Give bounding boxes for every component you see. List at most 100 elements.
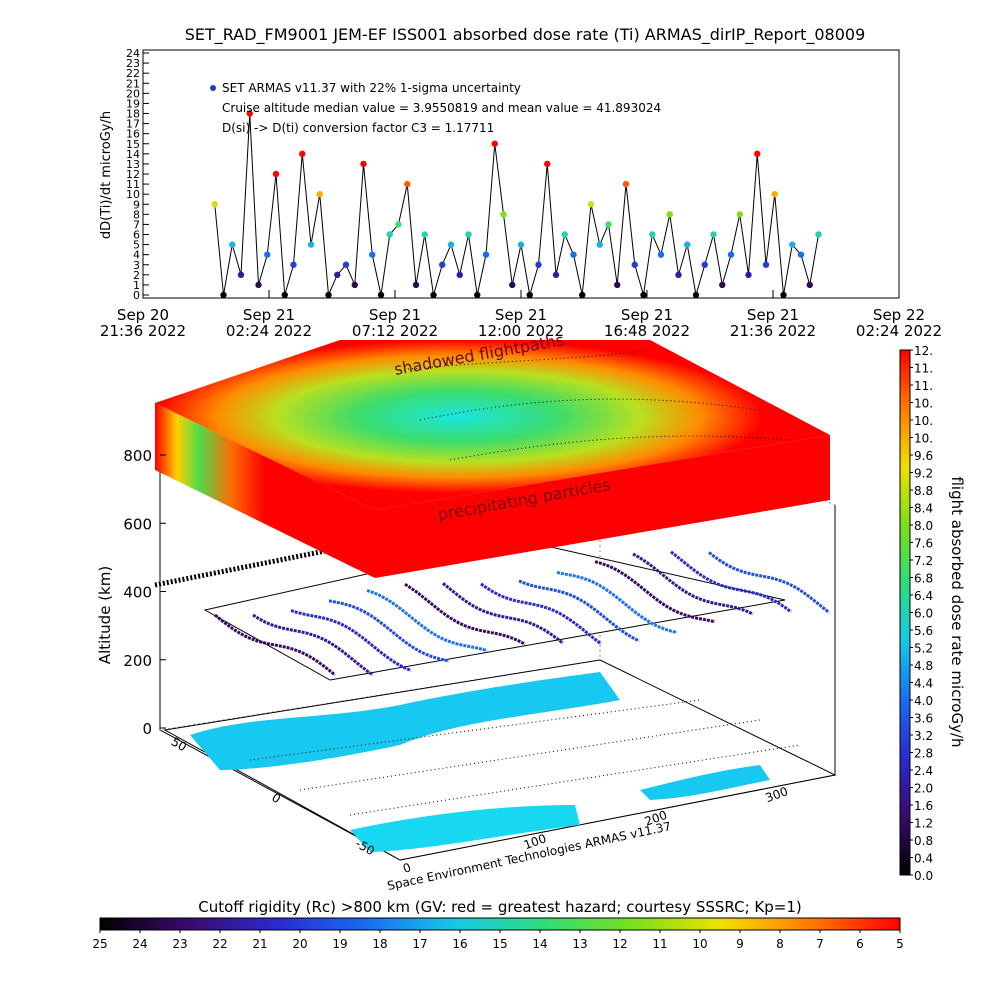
flightpath <box>404 582 526 646</box>
z-tick-label: 200 <box>123 652 152 670</box>
y-tick-label: 15 <box>126 138 140 151</box>
data-point <box>500 211 507 218</box>
colorbar-tick-label: 7 <box>816 937 824 951</box>
data-point <box>299 150 306 158</box>
colorbar-tick-label: 1.2 <box>914 817 933 831</box>
x-tick-label: 21:36 2022 <box>730 322 816 340</box>
y-tick-label: 0 <box>269 790 283 806</box>
y-tick-label: 1 <box>133 279 140 292</box>
data-point <box>745 271 752 279</box>
data-point <box>474 291 481 299</box>
colorbar-tick-label: 19 <box>332 937 347 951</box>
colorbar-tick-label: 6.4 <box>914 589 933 603</box>
x-tick-label: 12:00 2022 <box>478 322 564 340</box>
flightpath <box>328 599 450 663</box>
data-point <box>395 221 402 228</box>
y-tick-label: 7 <box>133 218 140 231</box>
data-point <box>229 241 236 248</box>
colorbar <box>899 349 911 876</box>
data-point <box>701 261 708 268</box>
data-point <box>255 281 262 289</box>
flightpath <box>252 613 374 677</box>
x-tick-label: 21:36 2022 <box>100 322 186 340</box>
y-tick-label: 2 <box>133 269 140 282</box>
colorbar-tick-label: 9 <box>736 937 744 951</box>
data-point <box>675 271 682 279</box>
x-tick-label: Sep 21 <box>495 306 547 324</box>
x-tick-label: Sep 21 <box>369 306 421 324</box>
x-tick-label: 07:12 2022 <box>352 322 438 340</box>
colorbar-tick-label: 24 <box>132 937 147 951</box>
colorbar-tick-label: 15 <box>492 937 507 951</box>
x-tick-label: Sep 20 <box>117 306 169 324</box>
z-tick-label: 800 <box>123 447 152 465</box>
data-point <box>797 251 805 258</box>
y-tick-label: 19 <box>126 97 140 110</box>
chart-title: SET_RAD_FM9001 JEM-EF ISS001 absorbed do… <box>185 25 866 45</box>
colorbar-tick-label: 8.8 <box>914 484 933 498</box>
y-tick-label: 18 <box>126 108 140 121</box>
data-point <box>421 231 428 238</box>
data-point <box>246 110 253 117</box>
colorbar-tick-label: 14 <box>532 937 547 951</box>
colorbar-tick-label: 4.8 <box>914 659 933 673</box>
data-point <box>386 231 393 238</box>
flightpath-shadow <box>154 547 331 588</box>
colorbar-tick-label: 2.4 <box>914 764 933 778</box>
data-point <box>211 201 218 208</box>
y-tick-label: 9 <box>133 198 140 211</box>
colorbar-tick-label: 4.0 <box>914 694 933 708</box>
colorbar-tick-label: 4.4 <box>914 677 933 691</box>
flightpaths <box>214 550 830 677</box>
data-point <box>614 281 621 289</box>
data-point <box>377 291 385 299</box>
y-tick-label: 0 <box>133 289 140 302</box>
colorbar-tick-label: 5 <box>896 937 904 951</box>
colorbar-tick-label: 12. <box>914 344 933 358</box>
x-tick-label: 16:48 2022 <box>604 322 690 340</box>
data-point <box>622 180 630 188</box>
colorbar-tick-label: 1.6 <box>914 799 933 813</box>
colorbar-label: Cutoff rigidity (Rc) >800 km (GV: red = … <box>198 898 801 916</box>
data-point <box>334 271 341 279</box>
slab-left-face <box>155 403 375 578</box>
z-axis-label: Altitude (km) <box>96 566 114 664</box>
colorbar-tick-label: 17 <box>412 937 427 951</box>
data-point <box>649 231 656 238</box>
data-point <box>342 261 350 268</box>
y-tick-label: 4 <box>133 249 140 262</box>
colorbar-tick-label: 3.2 <box>914 729 933 743</box>
data-point <box>290 261 297 268</box>
data-point <box>719 281 726 289</box>
flightpath <box>480 582 602 646</box>
data-line <box>214 113 819 296</box>
flightpath <box>670 550 792 614</box>
y-tick-label: 50 <box>169 734 189 754</box>
flightpath <box>556 571 678 634</box>
colorbar-tick-label: 8 <box>776 937 784 951</box>
data-point <box>482 251 490 258</box>
annotation: SET ARMAS v11.37 with 22% 1-sigma uncert… <box>222 81 521 95</box>
data-point <box>526 291 533 299</box>
z-tick-label: 600 <box>123 515 152 533</box>
plot-3d: shadowed flightpaths precipitating parti… <box>96 330 837 893</box>
data-point <box>220 291 227 299</box>
colorbar-tick-label: 20 <box>292 937 307 951</box>
data-point <box>579 291 586 299</box>
annotation: Cruise altitude median value = 3.9550819… <box>222 101 661 115</box>
colorbar-tick-label: 12 <box>612 937 627 951</box>
data-point <box>780 291 787 299</box>
colorbar-tick-label: 5.6 <box>914 624 933 638</box>
y-tick-label: 11 <box>126 178 140 191</box>
data-point <box>806 281 813 289</box>
y-tick-label: 10 <box>126 188 140 201</box>
data-point <box>281 291 288 299</box>
colorbar-tick-label: 9.2 <box>914 467 933 481</box>
data-point <box>360 160 367 168</box>
data-point <box>465 231 472 238</box>
colorbar-tick-label: 7.6 <box>914 537 933 551</box>
y-tick-label: 21 <box>126 77 140 90</box>
data-point <box>587 201 595 208</box>
y-tick-label: 17 <box>126 118 140 131</box>
y-tick-label: 3 <box>133 259 140 272</box>
